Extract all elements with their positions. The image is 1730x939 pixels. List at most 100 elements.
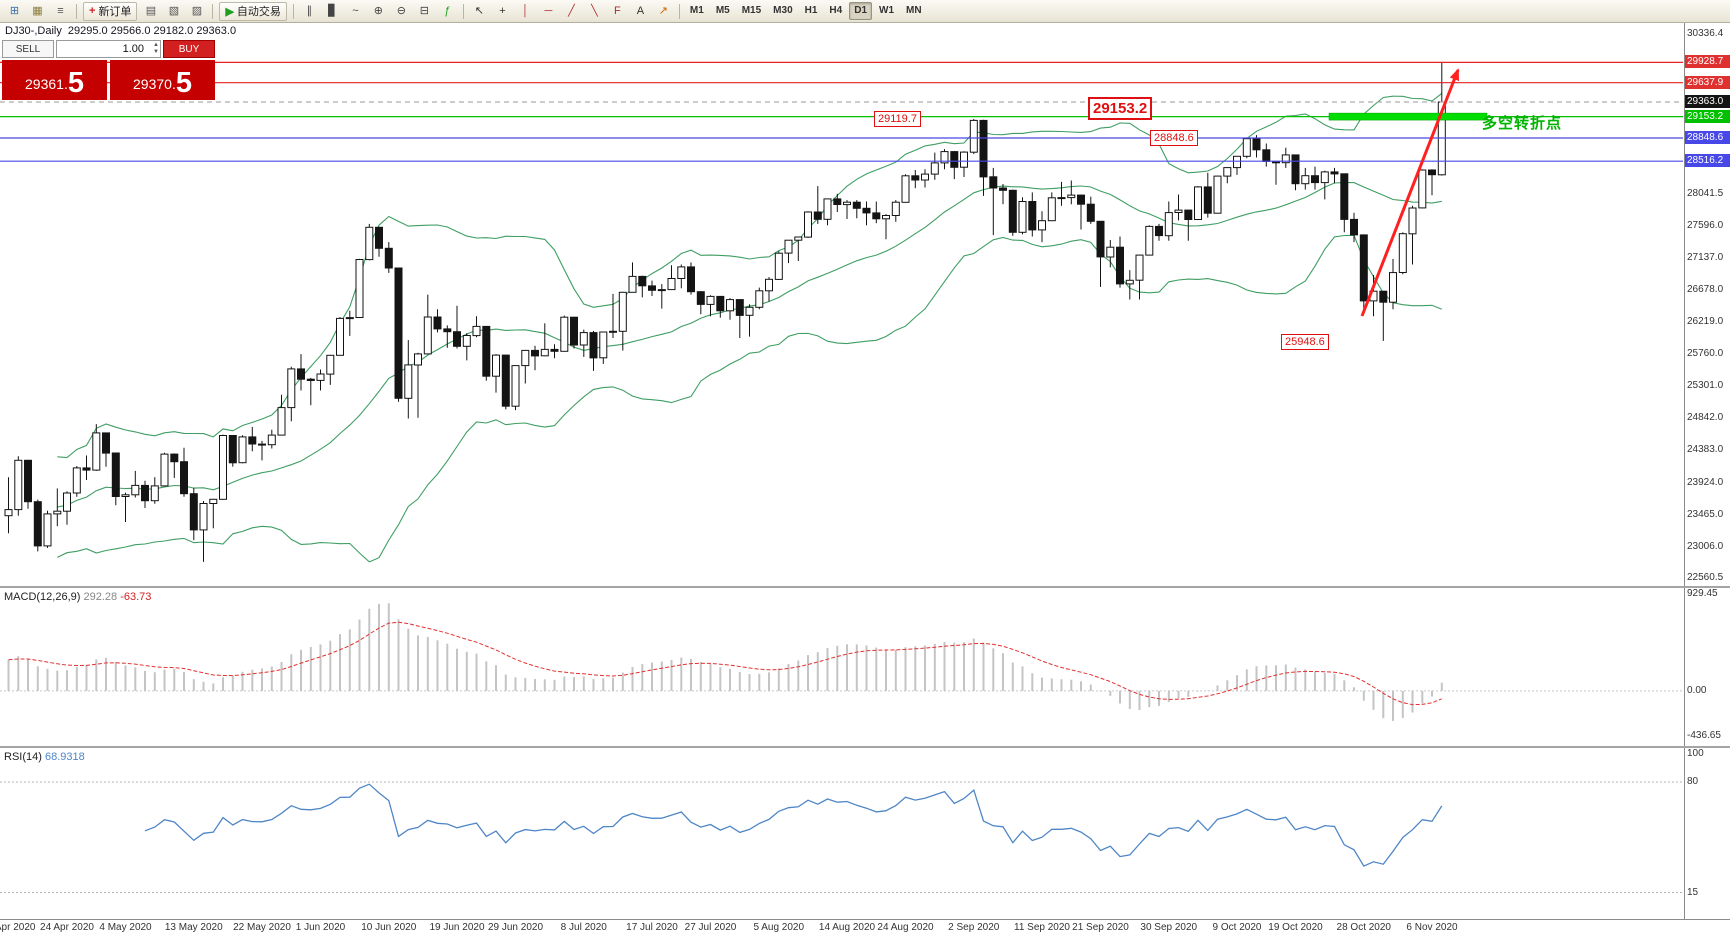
timeframe-M15-button[interactable]: M15 xyxy=(741,5,762,16)
rsi-name: RSI(14) xyxy=(4,751,42,763)
price-annotation-label: 25948.6 xyxy=(1281,334,1329,350)
zoom-out-icon[interactable]: ⊖ xyxy=(396,4,407,17)
timeframe-W1-button[interactable]: W1 xyxy=(879,5,895,16)
volume-stepper[interactable]: ▲ ▼ xyxy=(153,42,159,56)
date-label: 29 Jun 2020 xyxy=(487,922,544,933)
price-annotation-label: 28848.6 xyxy=(1150,130,1198,146)
cursor-icon[interactable]: ↖ xyxy=(474,4,485,17)
timeframe-MN-button[interactable]: MN xyxy=(906,5,922,16)
scale-label: 28041.5 xyxy=(1687,188,1724,200)
buy-button[interactable]: BUY xyxy=(163,40,215,58)
sell-button[interactable]: SELL xyxy=(2,40,54,58)
macd-main-value: 292.28 xyxy=(83,591,118,603)
new-order-button-label: 新订单 xyxy=(98,6,132,18)
arrows-icon[interactable]: ↗ xyxy=(658,4,669,17)
trendline-icon[interactable]: ╱ xyxy=(568,4,575,17)
zoom-in-icon[interactable]: ⊕ xyxy=(373,4,384,17)
date-label: 1 Jun 2020 xyxy=(295,922,346,933)
sell-price[interactable]: 29361. 5 xyxy=(2,60,107,100)
symbol-info: DJ30-,Daily 29295.0 29566.0 29182.0 29363… xyxy=(5,25,236,37)
horizontal-line-icon[interactable]: ─ xyxy=(544,4,553,17)
scale-label: 23465.0 xyxy=(1687,508,1724,520)
timeframe-M5-button[interactable]: M5 xyxy=(715,5,730,16)
stepper-down-icon[interactable]: ▼ xyxy=(153,49,159,55)
new-order-button[interactable]: + 新订单 xyxy=(83,1,138,21)
navigator-icon[interactable]: ▧ xyxy=(168,4,180,17)
scale-label: 15 xyxy=(1687,886,1699,898)
crosshair-icon[interactable]: + xyxy=(499,4,506,17)
scale-label: 24383.0 xyxy=(1687,444,1724,456)
green-price-label: 29153.2 xyxy=(1685,109,1730,123)
autotrading-button-label: 自动交易 xyxy=(236,6,281,18)
new-chart-icon[interactable]: ⊞ xyxy=(9,4,20,17)
channel-icon[interactable]: ╲ xyxy=(591,4,598,17)
scale-label: 26678.0 xyxy=(1687,283,1724,295)
price-annotation-label: 29153.2 xyxy=(1088,97,1153,120)
timeframe-H1-button[interactable]: H1 xyxy=(804,5,818,16)
scale-label: 26219.0 xyxy=(1687,315,1724,327)
date-label: 24 Apr 2020 xyxy=(40,922,94,933)
date-label: 6 Nov 2020 xyxy=(1406,922,1458,933)
date-label: 10 Jun 2020 xyxy=(361,922,417,933)
tile-windows-icon[interactable]: ⊟ xyxy=(419,4,430,17)
vertical-line-icon[interactable]: │ xyxy=(521,4,529,17)
rsi-indicator-label: RSI(14) 68.9318 xyxy=(4,751,85,763)
date-label: 24 Aug 2020 xyxy=(877,922,934,933)
timeframe-M30-button[interactable]: M30 xyxy=(773,5,793,16)
scale-label: 23006.0 xyxy=(1687,540,1724,552)
text-label-icon[interactable]: A xyxy=(636,4,645,17)
bar-chart-icon[interactable]: ∥ xyxy=(306,4,313,17)
date-label: 8 Jul 2020 xyxy=(560,922,607,933)
blue-price-label: 28848.6 xyxy=(1685,130,1730,144)
date-label: 2 Sep 2020 xyxy=(948,922,1000,933)
symbol-title: DJ30-,Daily xyxy=(5,25,62,37)
support-zone-bar xyxy=(1328,112,1488,121)
toolbar-separator xyxy=(212,3,214,19)
macd-panel-splitter[interactable] xyxy=(0,586,1730,588)
timeframe-H4-button[interactable]: H4 xyxy=(829,5,843,16)
stepper-up-icon[interactable]: ▲ xyxy=(153,42,159,48)
date-label: 27 Jul 2020 xyxy=(684,922,737,933)
macd-signal-value: -63.73 xyxy=(120,591,152,603)
sell-price-big-digit: 5 xyxy=(67,67,84,99)
toolbar-separator xyxy=(76,3,77,19)
buy-price[interactable]: 29370. 5 xyxy=(110,60,215,100)
toolbar-separator xyxy=(462,3,464,19)
rsi-value: 68.9318 xyxy=(44,751,85,763)
indicators-icon[interactable]: ƒ xyxy=(444,4,451,17)
date-label: 22 May 2020 xyxy=(233,922,291,933)
data-window-icon[interactable]: ▤ xyxy=(145,4,157,17)
scale-label: 30336.4 xyxy=(1687,27,1724,39)
date-label: 28 Oct 2020 xyxy=(1336,922,1391,933)
date-label: 17 Jul 2020 xyxy=(626,922,678,933)
buy-price-big-digit: 5 xyxy=(175,67,192,99)
macd-indicator-label: MACD(12,26,9) 292.28 -63.73 xyxy=(4,591,151,603)
time-axis-separator xyxy=(0,919,1730,920)
macd-name: MACD(12,26,9) xyxy=(4,591,81,603)
line-chart-icon[interactable]: ~ xyxy=(352,4,359,17)
date-label: 13 May 2020 xyxy=(164,922,223,933)
volume-input[interactable]: 1.00 ▲ ▼ xyxy=(56,40,161,58)
red-price-label: 29637.9 xyxy=(1685,75,1730,89)
one-click-trading-panel: SELL 1.00 ▲ ▼ BUY 29361. 5 29370. 5 xyxy=(2,40,215,100)
fibonacci-icon[interactable]: F xyxy=(614,4,621,17)
blue-price-label: 28516.2 xyxy=(1685,154,1730,168)
timeframe-D1-button[interactable]: D1 xyxy=(849,2,873,20)
black-price-label: 29363.0 xyxy=(1685,94,1730,108)
market-watch-icon[interactable]: ≡ xyxy=(57,4,64,17)
candlestick-chart-icon[interactable]: ▊ xyxy=(328,4,337,17)
price-annotation-label: 29119.7 xyxy=(874,111,921,127)
profiles-icon[interactable]: ▦ xyxy=(32,4,43,17)
symbol-ohlc-values: 29295.0 29566.0 29182.0 29363.0 xyxy=(67,25,237,37)
volume-value: 1.00 xyxy=(122,43,144,55)
autotrading-button[interactable]: ▶ 自动交易 xyxy=(219,1,287,21)
main-toolbar: ⊞ ▦ ≡ + 新订单 ▤ ▧ ▨ ▶ 自动交易 ∥ ▊ ~ ⊕ ⊖ ⊟ ƒ ↖ + │ ─ ╱ ╲ F A ↗ M1 M5 M15 M3… xyxy=(0,0,1730,23)
terminal-icon[interactable]: ▨ xyxy=(191,4,203,17)
timeframe-M1-button[interactable]: M1 xyxy=(689,5,704,16)
toolbar-separator xyxy=(292,3,294,19)
scale-label: 80 xyxy=(1687,776,1699,787)
scale-label: 929.45 xyxy=(1687,588,1718,600)
rsi-panel-splitter[interactable] xyxy=(0,746,1730,748)
scale-label: 0.00 xyxy=(1687,684,1707,696)
